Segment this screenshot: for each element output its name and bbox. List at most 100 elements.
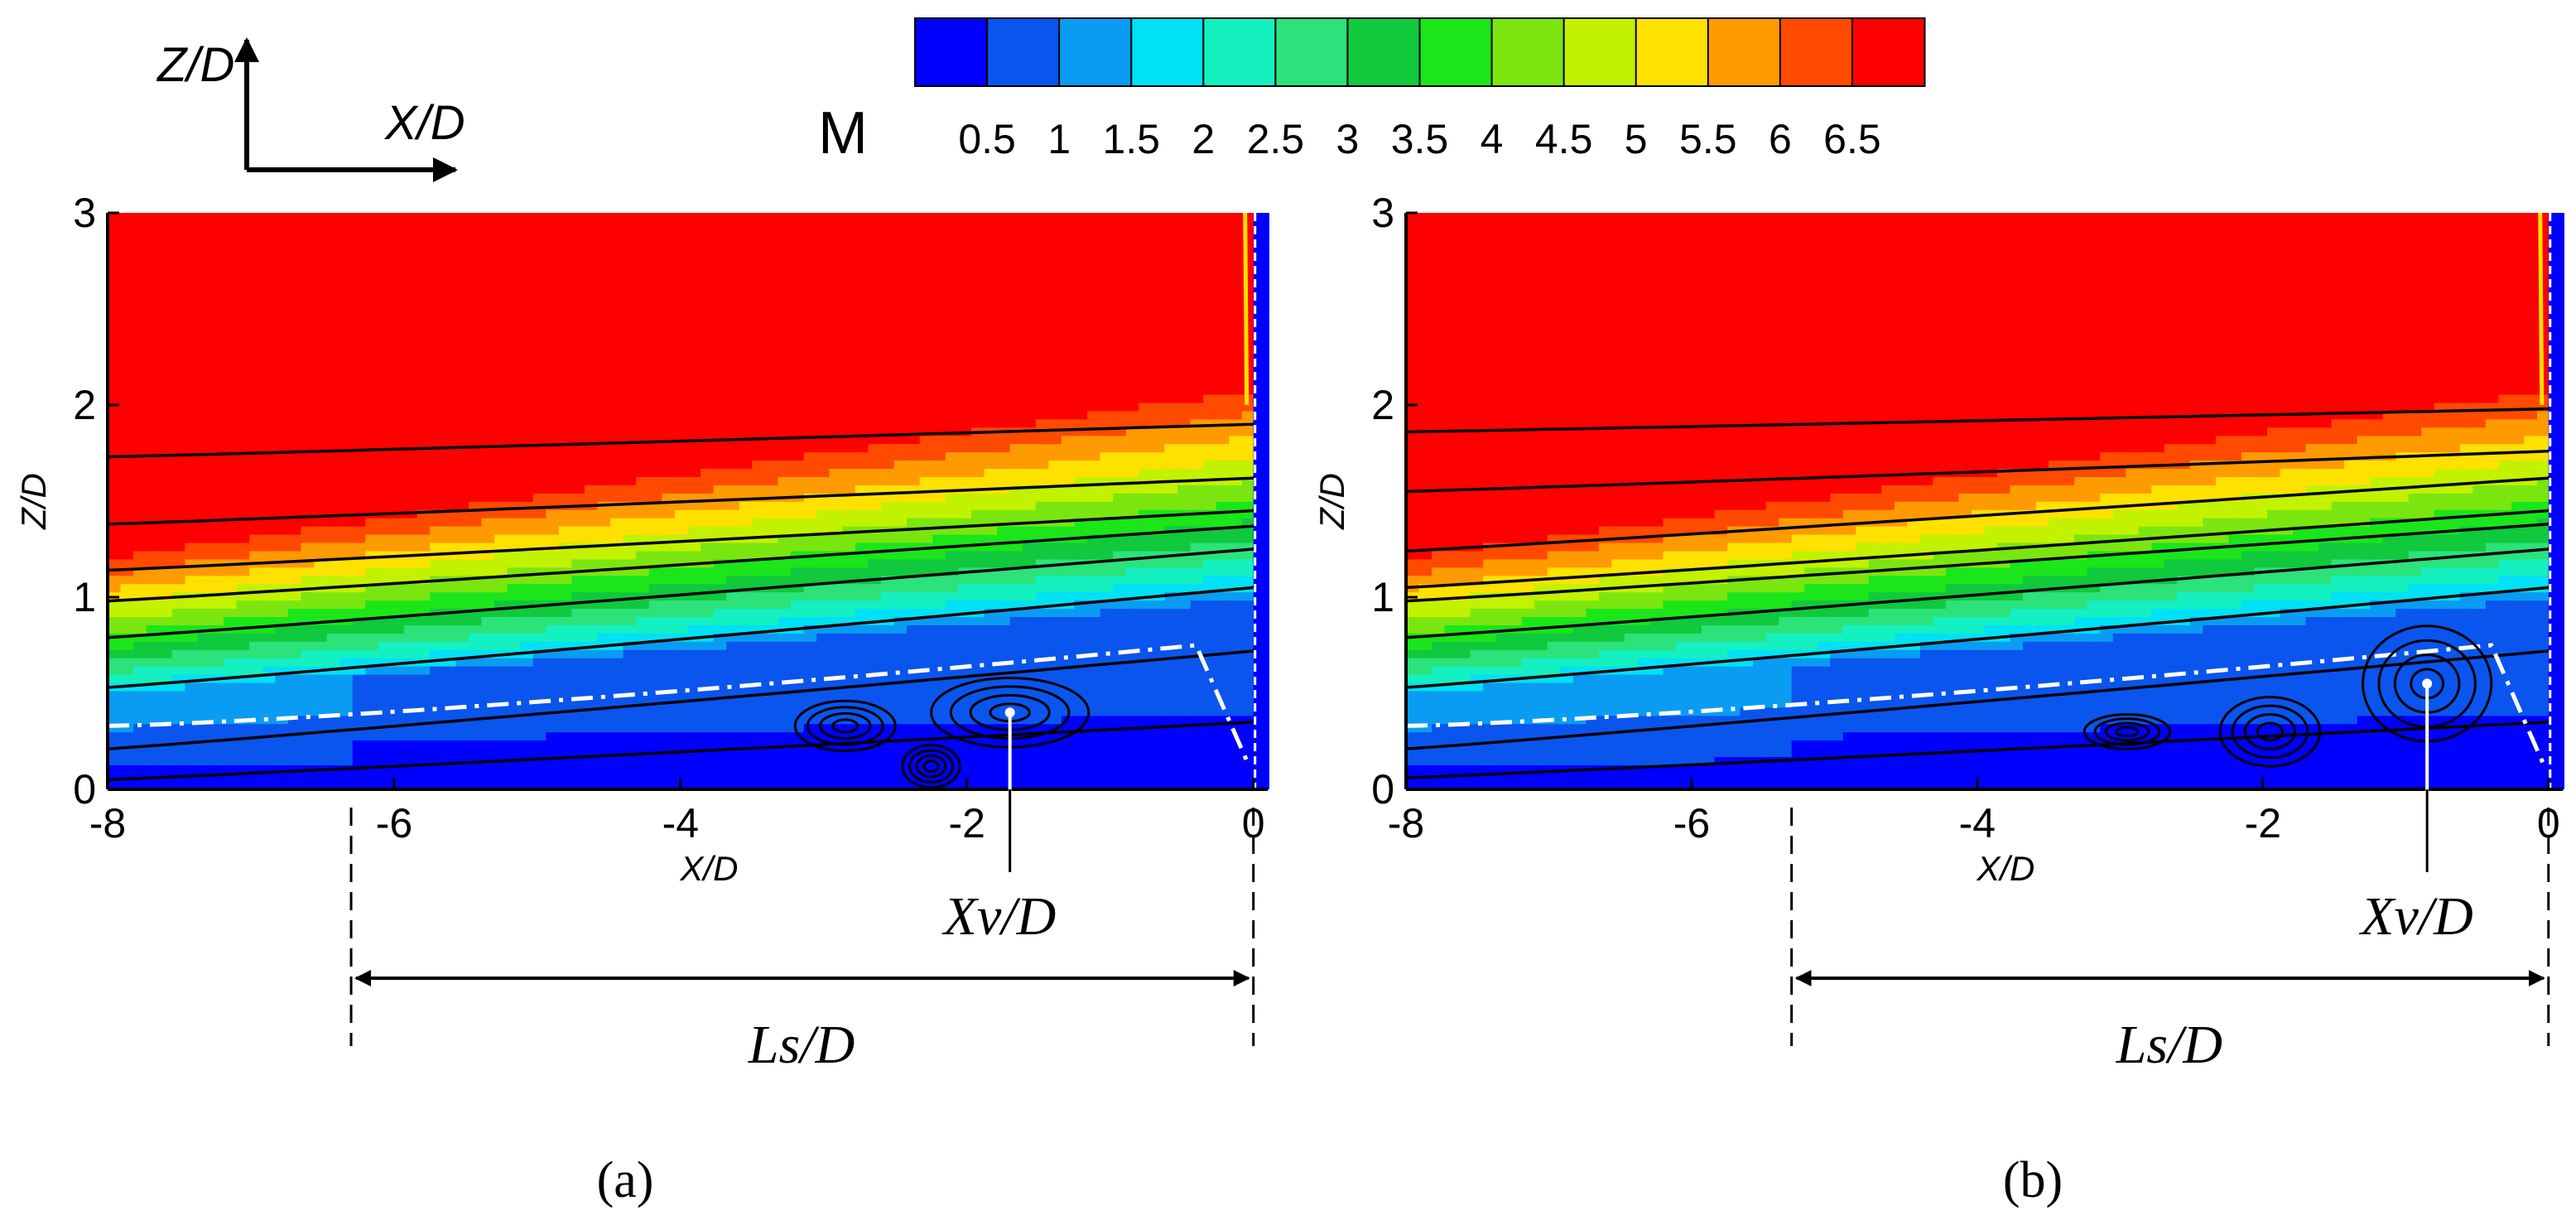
contour-cell <box>171 764 186 774</box>
contour-cell <box>224 245 238 255</box>
contour-cell <box>803 781 817 790</box>
contour-cell <box>468 682 483 692</box>
contour-cell <box>262 723 277 733</box>
contour-cell <box>133 237 147 247</box>
contour-cell <box>210 665 224 675</box>
contour-cell <box>481 501 495 510</box>
contour-cell <box>249 485 263 494</box>
contour-cell <box>868 410 882 420</box>
contour-cell <box>648 764 663 774</box>
contour-cell <box>455 427 469 436</box>
contour-cell <box>713 253 727 263</box>
contour-cell <box>378 476 392 485</box>
contour-cell <box>713 220 727 230</box>
contour-cell <box>236 460 251 470</box>
contour-cell <box>726 591 740 601</box>
contour-cell <box>442 253 457 263</box>
contour-cell <box>597 608 611 617</box>
contour-cell <box>236 393 251 403</box>
contour-cell <box>108 657 122 667</box>
contour-cell <box>752 567 766 576</box>
contour-cell <box>687 468 701 477</box>
contour-cell <box>597 460 611 470</box>
contour-cell <box>584 509 599 518</box>
contour-cell <box>507 723 521 733</box>
contour-cell <box>352 517 367 527</box>
contour-cell <box>932 591 946 601</box>
contour-cell <box>314 756 328 765</box>
contour-cell <box>855 237 869 247</box>
contour-cell <box>314 262 328 272</box>
contour-cell <box>159 262 173 272</box>
contour-cell <box>365 781 379 790</box>
contour-cell <box>945 295 960 305</box>
contour-cell <box>662 567 676 576</box>
contour-cell <box>752 525 766 535</box>
contour-cell <box>907 591 921 601</box>
contour-cell <box>301 616 315 625</box>
contour-cell <box>249 410 263 420</box>
contour-cell <box>108 616 122 625</box>
contour-cell <box>416 517 431 527</box>
contour-cell <box>301 213 315 222</box>
contour-cell <box>970 345 985 354</box>
contour-cell <box>468 773 483 782</box>
contour-cell <box>416 427 431 436</box>
contour-cell <box>520 427 534 436</box>
contour-cell <box>662 402 676 412</box>
contour-cell <box>829 608 844 617</box>
contour-cell <box>224 468 238 477</box>
contour-cell <box>185 393 199 403</box>
contour-cell <box>907 435 921 445</box>
contour-cell <box>520 360 534 370</box>
contour-cell <box>210 353 224 362</box>
contour-cell <box>662 369 676 379</box>
contour-cell <box>932 253 946 263</box>
contour-cell <box>197 443 212 453</box>
contour-cell <box>468 748 483 758</box>
contour-cell <box>210 608 224 617</box>
contour-cell <box>507 345 521 354</box>
contour-cell <box>687 649 701 658</box>
contour-cell <box>1009 460 1024 470</box>
contour-cell <box>287 550 302 560</box>
contour-cell <box>687 287 701 297</box>
contour-cell <box>262 740 277 750</box>
contour-cell <box>970 781 985 790</box>
contour-cell <box>404 641 418 650</box>
contour-cell <box>919 542 934 552</box>
colorbar-tick-labels: 0.5 1 1.5 2 2.5 3 3.5 4 4.5 5 5.5 6 6.5 <box>958 116 1880 162</box>
contour-cell <box>275 649 289 658</box>
contour-cell <box>133 393 147 403</box>
contour-cell <box>739 748 754 758</box>
contour-cell <box>430 756 444 765</box>
contour-cell <box>842 353 856 362</box>
contour-cell <box>997 360 1011 370</box>
contour-cell <box>958 641 972 650</box>
contour-cell <box>404 575 418 585</box>
contour-cell <box>249 773 263 782</box>
contour-cell <box>842 253 856 263</box>
contour-cell <box>816 262 831 272</box>
contour-cell <box>494 278 508 288</box>
contour-cell <box>958 237 972 247</box>
contour-cell <box>481 311 495 321</box>
contour-cell <box>468 550 483 560</box>
contour-cell <box>778 748 792 758</box>
colorbar-cell <box>1346 17 1422 87</box>
contour-cell <box>287 542 302 552</box>
contour-cell <box>803 673 817 683</box>
contour-cell <box>455 558 469 568</box>
contour-cell <box>275 303 289 313</box>
contour-cell <box>1009 625 1024 634</box>
contour-cell <box>764 237 779 247</box>
contour-cell <box>249 781 263 790</box>
contour-cell <box>378 550 392 560</box>
contour-cell <box>262 533 277 543</box>
contour-cell <box>958 345 972 354</box>
contour-cell <box>391 418 405 428</box>
contour-cell <box>778 270 792 280</box>
contour-cell <box>171 213 186 222</box>
contour-cell <box>958 353 972 362</box>
contour-cell <box>739 731 754 741</box>
